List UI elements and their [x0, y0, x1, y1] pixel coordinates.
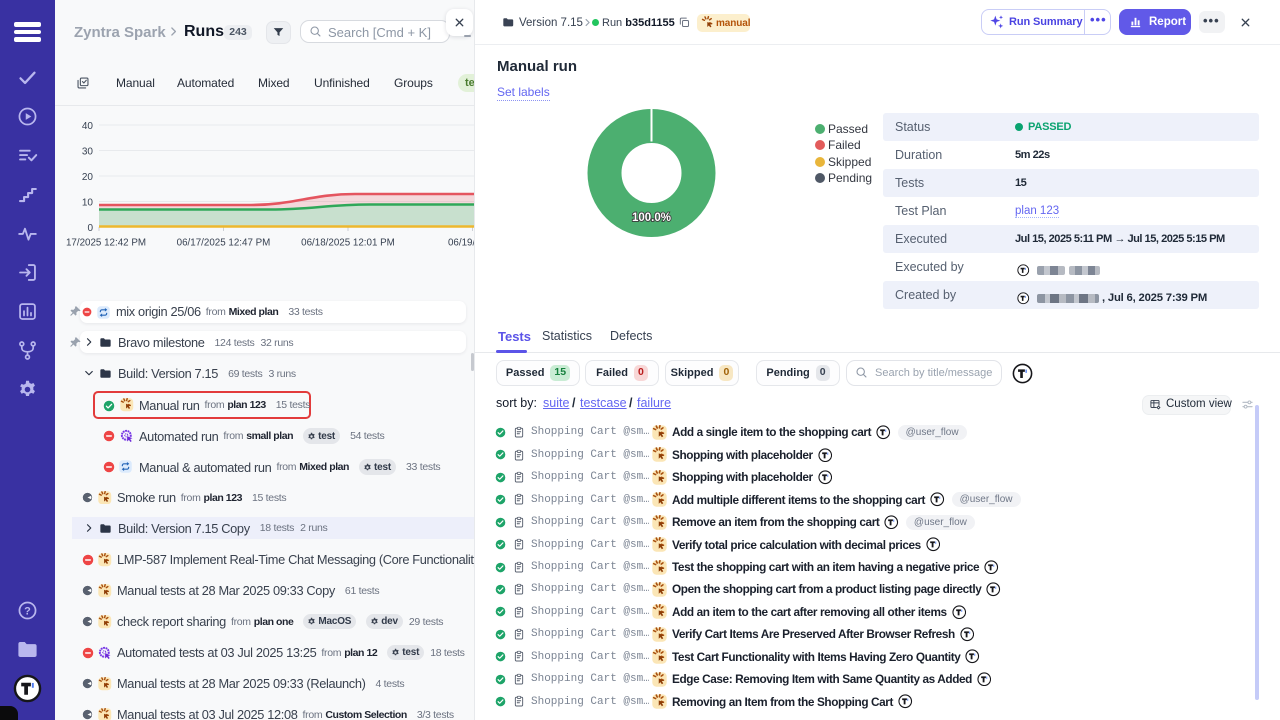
svg-text:10: 10: [82, 198, 94, 209]
svg-text:17/2025 12:42 PM: 17/2025 12:42 PM: [66, 238, 146, 249]
svg-text:30: 30: [82, 147, 94, 158]
svg-text:06/19/2025: 06/19/2025: [448, 238, 474, 249]
svg-text:06/17/2025 12:47 PM: 06/17/2025 12:47 PM: [177, 238, 271, 249]
svg-text:?: ?: [24, 605, 31, 617]
svg-text:100.0%: 100.0%: [632, 212, 671, 224]
svg-text:0: 0: [87, 223, 93, 234]
svg-text:40: 40: [82, 121, 94, 132]
svg-text:06/18/2025 12:01 PM: 06/18/2025 12:01 PM: [301, 238, 395, 249]
svg-text:20: 20: [82, 172, 94, 183]
